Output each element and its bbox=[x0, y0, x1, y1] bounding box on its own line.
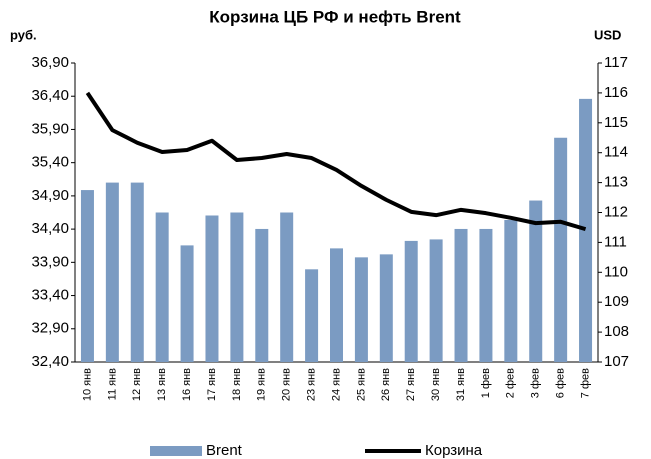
y-tick-label: 35,90 bbox=[31, 120, 69, 137]
x-tick-label: 10 янв bbox=[81, 368, 93, 401]
bar bbox=[130, 182, 144, 362]
bar bbox=[529, 200, 543, 362]
x-tick-label: 26 янв bbox=[380, 368, 392, 401]
y-axis-label: руб. bbox=[10, 27, 37, 42]
y2-tick-label: 111 bbox=[604, 233, 627, 250]
x-tick-label: 17 янв bbox=[206, 368, 218, 401]
y-tick-label: 36,40 bbox=[31, 87, 69, 104]
x-tick-label: 20 янв bbox=[281, 368, 293, 401]
bar bbox=[80, 190, 94, 362]
y2-tick-label: 116 bbox=[604, 84, 628, 101]
x-tick-label: 16 янв bbox=[181, 368, 193, 401]
bar bbox=[155, 212, 169, 362]
x-tick-label: 3 фев bbox=[530, 368, 542, 398]
bar bbox=[454, 228, 468, 362]
y2-tick-label: 117 bbox=[604, 54, 628, 71]
x-tick-label: 31 янв bbox=[455, 368, 467, 401]
y2-tick-label: 107 bbox=[604, 353, 629, 370]
bar bbox=[379, 254, 393, 362]
y2-tick-label: 113 bbox=[604, 174, 628, 191]
y-tick-label: 32,90 bbox=[31, 320, 69, 337]
y2-tick-label: 114 bbox=[604, 144, 628, 161]
legend-swatch bbox=[150, 446, 202, 456]
x-tick-label: 23 янв bbox=[306, 368, 318, 401]
y-tick-label: 36,90 bbox=[31, 54, 69, 71]
bar bbox=[230, 212, 244, 362]
y-tick-label: 32,40 bbox=[31, 353, 69, 370]
y2-tick-label: 109 bbox=[604, 293, 629, 310]
x-tick-label: 30 янв bbox=[430, 368, 442, 401]
bar bbox=[205, 215, 219, 362]
x-tick-label: 12 янв bbox=[131, 368, 143, 401]
x-tick-label: 1 фев bbox=[480, 368, 492, 398]
bar bbox=[554, 137, 568, 362]
bar bbox=[354, 257, 368, 362]
chart-title: Корзина ЦБ РФ и нефть Brent bbox=[209, 7, 461, 26]
x-tick-label: 6 фев bbox=[555, 368, 567, 398]
x-tick-label: 27 янв bbox=[405, 368, 417, 401]
x-tick-label: 24 янв bbox=[330, 368, 342, 401]
bar bbox=[404, 240, 418, 362]
bar bbox=[579, 98, 593, 362]
y-tick-label: 33,40 bbox=[31, 287, 69, 304]
bar bbox=[504, 219, 518, 362]
bar bbox=[255, 228, 269, 362]
bar bbox=[105, 182, 119, 362]
x-tick-label: 2 фев bbox=[505, 368, 517, 398]
bar bbox=[479, 228, 493, 362]
legend-label: Brent bbox=[206, 442, 243, 459]
y2-tick-label: 110 bbox=[604, 263, 628, 280]
x-tick-label: 7 фев bbox=[579, 368, 591, 398]
y2-axis-label: USD bbox=[594, 27, 621, 42]
y2-tick-label: 115 bbox=[604, 114, 628, 131]
y2-tick-label: 108 bbox=[604, 323, 629, 340]
x-tick-label: 18 янв bbox=[231, 368, 243, 401]
y-tick-label: 33,90 bbox=[31, 253, 69, 270]
y-tick-label: 34,90 bbox=[31, 187, 69, 204]
legend-label: Корзина bbox=[425, 442, 483, 459]
y2-tick-label: 112 bbox=[604, 203, 628, 220]
x-tick-label: 25 янв bbox=[355, 368, 367, 401]
bar bbox=[180, 245, 194, 362]
x-tick-label: 19 янв bbox=[256, 368, 268, 401]
y-tick-label: 34,40 bbox=[31, 220, 69, 237]
bar bbox=[429, 239, 443, 362]
x-tick-label: 11 янв bbox=[106, 368, 118, 401]
bar bbox=[280, 212, 294, 362]
bar bbox=[330, 248, 343, 362]
y-tick-label: 35,40 bbox=[31, 154, 69, 171]
bar bbox=[305, 269, 319, 362]
line bbox=[85, 91, 587, 232]
x-tick-label: 13 янв bbox=[156, 368, 168, 401]
